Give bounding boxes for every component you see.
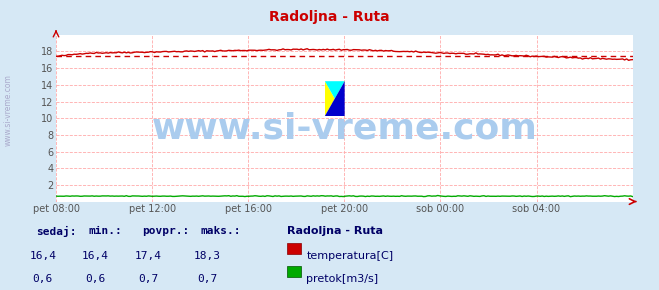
Polygon shape <box>325 81 335 116</box>
Text: 16,4: 16,4 <box>30 251 56 261</box>
Text: 0,7: 0,7 <box>138 274 158 284</box>
Text: Radoljna - Ruta: Radoljna - Ruta <box>287 226 383 236</box>
Polygon shape <box>325 81 345 99</box>
Text: min.:: min.: <box>89 226 123 236</box>
Text: 0,6: 0,6 <box>86 274 105 284</box>
Text: maks.:: maks.: <box>201 226 241 236</box>
Text: Radoljna - Ruta: Radoljna - Ruta <box>269 10 390 24</box>
Text: pretok[m3/s]: pretok[m3/s] <box>306 274 378 284</box>
Text: www.si-vreme.com: www.si-vreme.com <box>152 111 537 145</box>
Text: 17,4: 17,4 <box>135 251 161 261</box>
Text: povpr.:: povpr.: <box>142 226 189 236</box>
Polygon shape <box>325 81 345 116</box>
Text: 16,4: 16,4 <box>82 251 109 261</box>
Text: temperatura[C]: temperatura[C] <box>306 251 393 261</box>
Text: www.si-vreme.com: www.si-vreme.com <box>4 74 13 146</box>
Text: sedaj:: sedaj: <box>36 226 76 237</box>
Text: 0,6: 0,6 <box>33 274 53 284</box>
Text: 0,7: 0,7 <box>198 274 217 284</box>
Text: 18,3: 18,3 <box>194 251 221 261</box>
